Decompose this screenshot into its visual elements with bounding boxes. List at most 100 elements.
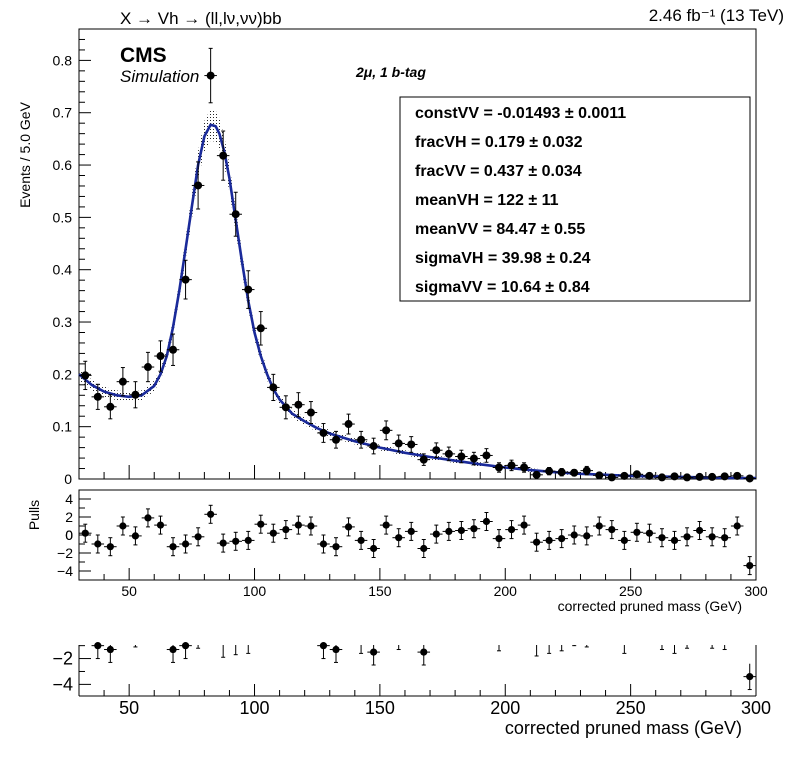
data-point bbox=[279, 395, 293, 420]
pull-marker bbox=[545, 536, 553, 545]
pull-x-tick-label: 100 bbox=[243, 583, 267, 599]
pull2-x-tick-label: 100 bbox=[239, 698, 269, 718]
data-marker bbox=[344, 420, 353, 429]
pull-point bbox=[367, 539, 380, 558]
data-point bbox=[467, 451, 481, 466]
data-point bbox=[204, 47, 217, 104]
data-point bbox=[492, 462, 506, 473]
data-marker bbox=[733, 471, 742, 480]
data-point bbox=[404, 436, 418, 453]
data-point bbox=[505, 459, 518, 472]
pull2-point bbox=[246, 645, 251, 654]
pull-marker bbox=[119, 522, 127, 530]
pull-marker bbox=[407, 527, 415, 536]
pull-point bbox=[718, 528, 731, 548]
pull-marker bbox=[332, 543, 340, 551]
data-point bbox=[555, 468, 568, 477]
pull-marker bbox=[319, 540, 328, 548]
pull-marker bbox=[106, 543, 114, 551]
pull-point bbox=[542, 530, 556, 550]
data-point bbox=[129, 381, 142, 409]
y-axis-label: Events / 5.0 GeV bbox=[17, 101, 33, 207]
data-marker bbox=[469, 454, 478, 463]
data-point bbox=[593, 471, 606, 480]
pull2-marker bbox=[420, 648, 428, 656]
pull-point bbox=[304, 516, 318, 536]
pull2-point bbox=[743, 663, 756, 691]
pull-marker bbox=[733, 522, 741, 530]
data-marker bbox=[281, 403, 290, 412]
pull-point bbox=[730, 516, 744, 536]
data-point bbox=[442, 446, 456, 462]
main-panel: Events / 5.0 GeV 0 0.1 0.2 0.3 0.4 0.5 0.6 0.7 0… bbox=[17, 28, 757, 487]
pull-marker bbox=[683, 533, 691, 541]
data-marker bbox=[708, 472, 717, 481]
pull-marker bbox=[620, 536, 628, 545]
fit-param: fracVH = 0.179 ± 0.032 bbox=[415, 134, 583, 151]
pull2-point bbox=[359, 645, 364, 654]
pull2-point bbox=[572, 645, 577, 647]
data-point bbox=[367, 437, 380, 455]
pull-point bbox=[618, 530, 631, 550]
pull-point bbox=[567, 525, 581, 545]
pull-marker bbox=[633, 528, 641, 536]
pull-point bbox=[267, 523, 280, 543]
pull-marker bbox=[370, 544, 378, 553]
data-point bbox=[91, 383, 105, 410]
pull-point bbox=[317, 534, 330, 554]
data-marker bbox=[332, 435, 341, 444]
pull-marker bbox=[570, 531, 578, 539]
process-title: X → Vh → (ll,lν,νν)bb bbox=[120, 9, 282, 28]
pull-point bbox=[404, 521, 418, 541]
data-marker bbox=[532, 470, 541, 479]
pull2-point bbox=[496, 645, 501, 652]
pull-point bbox=[104, 537, 117, 557]
pull-point bbox=[191, 527, 205, 547]
data-point bbox=[229, 191, 242, 237]
pull2-point bbox=[710, 645, 715, 649]
fit-param: meanVV = 84.47 ± 0.55 bbox=[415, 221, 585, 238]
data-marker bbox=[382, 426, 391, 435]
data-point bbox=[104, 394, 117, 420]
pull-marker bbox=[294, 521, 302, 529]
pull2-marker bbox=[319, 642, 328, 650]
pull-marker bbox=[470, 525, 478, 533]
data-point bbox=[379, 420, 393, 441]
pull-x-tick-label: 250 bbox=[619, 583, 643, 599]
data-marker bbox=[143, 363, 152, 372]
y-tick-label: 0 bbox=[64, 471, 72, 487]
data-point bbox=[480, 448, 493, 463]
data-point bbox=[605, 473, 619, 482]
data-point bbox=[730, 471, 744, 480]
data-point bbox=[304, 401, 318, 425]
pull-y-tick-label: 0 bbox=[65, 527, 73, 543]
cms-label: CMS bbox=[120, 44, 167, 67]
pulls-axis-label: Pulls bbox=[26, 500, 42, 530]
pull-point bbox=[417, 539, 431, 558]
pull-point bbox=[630, 522, 644, 542]
data-marker bbox=[482, 451, 491, 460]
pull-point bbox=[517, 515, 531, 535]
data-marker bbox=[106, 402, 115, 411]
pull2-point bbox=[685, 645, 690, 649]
y-tick-label: 0.8 bbox=[53, 52, 73, 68]
data-point bbox=[191, 161, 205, 210]
pull-marker bbox=[269, 529, 277, 537]
data-marker bbox=[670, 472, 679, 481]
pull2-y-tick-label: −2 bbox=[52, 649, 73, 669]
data-marker bbox=[131, 390, 140, 399]
pull-marker bbox=[144, 514, 152, 522]
pull-y-tick-label-zero: 0 bbox=[65, 527, 73, 543]
data-point bbox=[392, 434, 405, 453]
data-marker bbox=[620, 471, 629, 480]
data-marker bbox=[444, 449, 453, 458]
main-frame bbox=[78, 28, 757, 480]
pull2-point bbox=[233, 645, 238, 656]
data-point bbox=[254, 311, 268, 346]
data-marker bbox=[394, 439, 403, 448]
pull-x-tick-label: 50 bbox=[121, 583, 137, 599]
pull-marker bbox=[746, 562, 754, 570]
pull-point bbox=[254, 514, 268, 534]
channel-label: 2μ, 1 b-tag bbox=[355, 64, 426, 80]
data-marker bbox=[319, 428, 328, 437]
